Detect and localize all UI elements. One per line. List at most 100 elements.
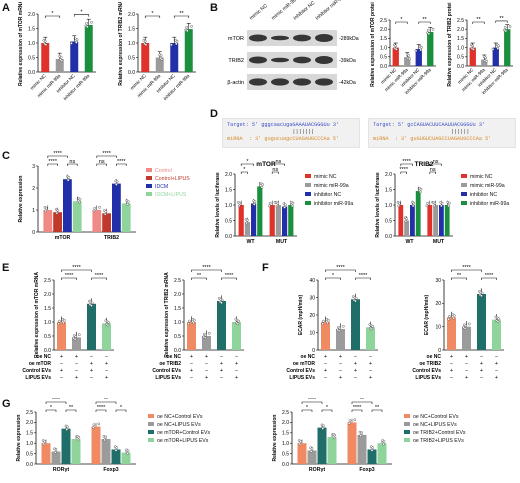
data-point (480, 294, 483, 298)
bar (71, 439, 81, 464)
data-point (57, 322, 61, 326)
legend-label: oe mTOR+LIPUS EVs (157, 438, 209, 444)
data-point (497, 317, 500, 321)
bar (61, 428, 71, 464)
significance-label: **** (225, 273, 234, 279)
chart-e2: 0.0 0.5 1.0 1.5 2.0 2.5 Relative expression of… (152, 265, 244, 381)
condition-mark: + (220, 368, 223, 374)
condition-mark: − (324, 361, 327, 367)
y-tick-label: 0.0 (380, 64, 387, 70)
legend-swatch (404, 438, 410, 442)
y-axis-label: Relative levels of luciferase (215, 172, 221, 238)
y-tick-label: 1.5 (44, 306, 51, 312)
significance-bracket (116, 163, 127, 166)
y-tick-label: 2.0 (282, 420, 289, 426)
y-tick-label: 1.0 (457, 45, 464, 51)
condition-mark: + (450, 368, 453, 374)
significance-label: **** (308, 398, 317, 403)
bar (427, 31, 434, 66)
data-point (491, 48, 495, 51)
y-tick-label: 0.0 (128, 70, 135, 76)
significance-label: * (332, 273, 335, 279)
significance-label: **** (117, 159, 126, 165)
data-point (484, 56, 487, 60)
blot-band (271, 78, 289, 86)
x-tick-label: inhibitor miR-99a (162, 73, 190, 101)
y-tick-label: 0.5 (380, 55, 387, 61)
significance-label: **** (202, 265, 211, 271)
bar (357, 434, 367, 464)
data-point (126, 203, 129, 206)
data-point (322, 424, 325, 428)
condition-label: oe NC (301, 354, 316, 360)
significance-bracket (221, 277, 237, 280)
y-tick-label: 2.0 (380, 27, 387, 33)
condition-mark: + (495, 375, 498, 381)
data-point (60, 59, 64, 63)
bar (439, 205, 444, 236)
blot-size-label: -39kDa (339, 58, 356, 64)
y-tick-label: 2.0 (457, 27, 464, 33)
bar (492, 47, 499, 66)
y-tick-label: 2.0 (26, 420, 33, 426)
data-point (44, 209, 48, 213)
data-point (190, 25, 193, 28)
blot-size-label: -42kDa (339, 80, 356, 86)
data-point (276, 201, 279, 205)
bar (433, 205, 438, 236)
significance-bracket (481, 277, 497, 280)
y-tick-label: 40 (309, 278, 315, 284)
legend-swatch (461, 192, 467, 196)
condition-mark: − (220, 375, 223, 381)
y-tick-label: 1.0 (385, 203, 392, 209)
bar (462, 326, 471, 350)
data-point (192, 321, 195, 325)
bar (87, 303, 96, 350)
x-tick-label: RORγt (309, 467, 325, 473)
condition-mark: + (75, 375, 78, 381)
condition-mark: − (339, 368, 342, 374)
y-axis-label: Relative expression (18, 176, 24, 223)
data-point (97, 422, 101, 426)
chart-title: TRIB2 (415, 161, 434, 168)
legend-swatch (461, 201, 467, 205)
legend-label: Control+LIPUS (155, 176, 190, 182)
condition-mark: + (339, 354, 342, 360)
data-point (127, 200, 130, 203)
blot-band (249, 34, 267, 42)
data-point (77, 435, 81, 439)
y-axis-label: Relative expression of mTOR mRNA (18, 2, 24, 86)
significance-bracket (325, 277, 341, 280)
y-tick-label: 0.5 (457, 55, 464, 61)
data-point (93, 206, 96, 210)
condition-label: oe mTOR (293, 361, 316, 367)
data-point (86, 25, 89, 29)
legend-swatch (305, 183, 311, 187)
y-tick-label: 1.0 (174, 320, 181, 326)
bar (217, 301, 226, 350)
significance-bracket (191, 269, 222, 272)
data-point (440, 201, 444, 205)
bar (327, 436, 337, 464)
significance-bracket (240, 171, 248, 174)
data-point (55, 211, 59, 215)
significance-bracket (351, 409, 363, 412)
y-tick-label: 1.5 (385, 187, 392, 193)
bar (347, 422, 357, 464)
data-point (321, 322, 325, 326)
data-point (66, 425, 69, 429)
y-tick-label: 0.5 (225, 218, 232, 224)
chart-b2: 0.0 0.5 1.0 1.5 2.0 2.5 Relative expression of… (447, 2, 513, 95)
data-point (394, 44, 398, 48)
significance-bracket (67, 163, 78, 166)
data-point (66, 178, 70, 182)
data-point (427, 32, 431, 36)
data-point (58, 319, 61, 323)
bar (477, 294, 486, 350)
significance-label: * (326, 405, 329, 411)
condition-mark: − (205, 361, 208, 367)
data-point (106, 323, 110, 327)
bar (41, 43, 50, 72)
legend-label: mimic miR-99a (470, 183, 505, 189)
